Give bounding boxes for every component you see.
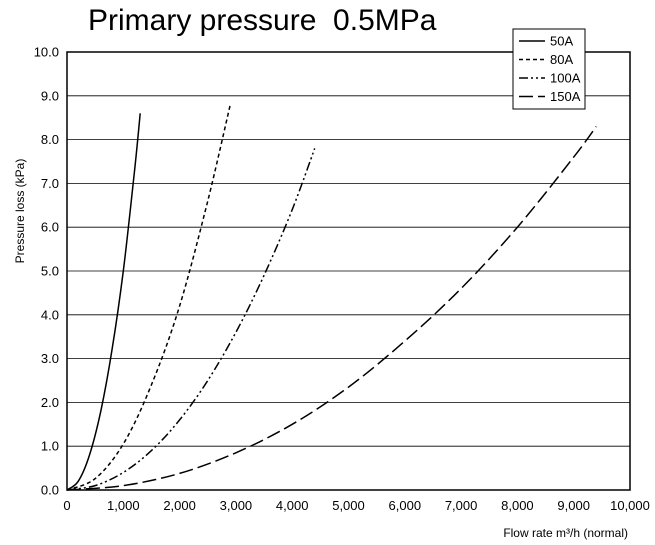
x-tick-label: 10,000 — [610, 498, 650, 513]
series-lines — [66, 104, 597, 491]
y-tick-label: 1.0 — [41, 439, 59, 454]
y-tick-labels: 0.0 1.0 2.0 3.0 4.0 5.0 6.0 7.0 8.0 9.0 10.0 — [34, 45, 59, 498]
x-tick-label: 8,000 — [501, 498, 534, 513]
legend: 50A 80A 100A 150A — [512, 28, 586, 110]
y-axis-label: Pressure loss (kPa) — [13, 159, 27, 264]
legend-label: 150A — [550, 89, 581, 104]
y-tick-label: 2.0 — [41, 395, 59, 410]
series-line-100A — [66, 148, 316, 491]
chart-title: Primary pressure 0.5MPa — [88, 4, 437, 37]
y-tick-label: 0.0 — [41, 483, 59, 498]
x-tick-label: 7,000 — [445, 498, 478, 513]
x-tick-label: 0 — [63, 498, 70, 513]
y-tick-label: 3.0 — [41, 351, 59, 366]
x-tick-label: 5,000 — [332, 498, 365, 513]
x-tick-label: 2,000 — [163, 498, 196, 513]
legend-label: 80A — [550, 52, 573, 67]
x-axis-label: Flow rate m³/h (normal) — [503, 526, 628, 540]
grid-lines — [67, 95, 630, 447]
y-tick-label: 5.0 — [41, 264, 59, 279]
series-line-80A — [66, 104, 232, 491]
x-tick-label: 1,000 — [107, 498, 140, 513]
legend-label: 50A — [550, 34, 573, 49]
x-tick-label: 9,000 — [557, 498, 590, 513]
y-tick-label: 8.0 — [41, 132, 59, 147]
x-tick-labels: 0 1,000 2,000 3,000 4,000 5,000 6,000 7,000 8,00… — [63, 498, 650, 513]
y-tick-label: 4.0 — [41, 307, 59, 322]
y-tick-label: 9.0 — [41, 88, 59, 103]
series-line-150A — [66, 126, 597, 491]
x-tick-label: 6,000 — [389, 498, 422, 513]
legend-label: 100A — [550, 71, 581, 86]
plot-frame — [66, 51, 631, 491]
legend-box — [512, 28, 586, 110]
y-tick-label: 6.0 — [41, 220, 59, 235]
y-tick-label: 10.0 — [34, 45, 59, 60]
y-tick-label: 7.0 — [41, 176, 59, 191]
x-tick-label: 3,000 — [220, 498, 253, 513]
series-line-50A — [66, 113, 141, 491]
x-tick-label: 4,000 — [276, 498, 309, 513]
